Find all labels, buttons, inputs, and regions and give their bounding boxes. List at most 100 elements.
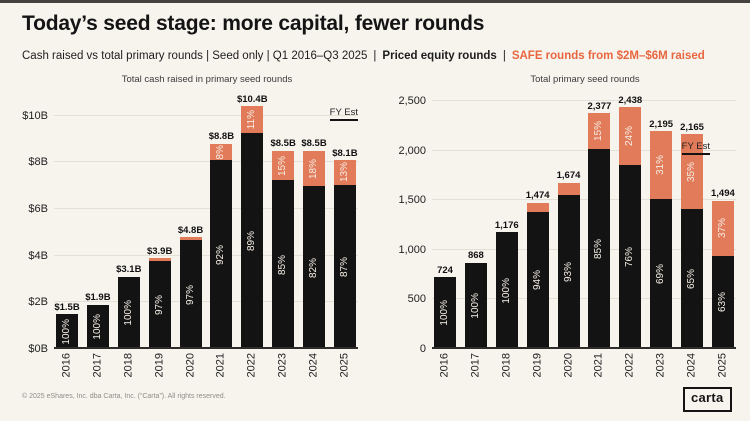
black-segment: 89% [241, 133, 264, 349]
bar-value-label: 1,494 [710, 188, 735, 200]
orange-segment [148, 258, 171, 261]
bar-2016: $1.5B 100% 2016 [54, 97, 80, 378]
bar-value-label: $1.9B [85, 292, 111, 304]
black-segment: 65% [681, 209, 703, 349]
legend-priced-equity: Priced equity rounds [382, 50, 497, 62]
y-axis-tick-label: 500 [407, 293, 426, 306]
bar-value-label: $1.5B [54, 301, 80, 313]
subtitle-separator: | [373, 50, 377, 62]
segment-percent-label: 87% [338, 256, 350, 277]
bar-2017: $1.9B 100% 2017 [85, 97, 111, 377]
y-axis-tick-label: 1,000 [398, 243, 426, 256]
black-segment: 100% [117, 276, 140, 349]
bar-value-label: 868 [467, 250, 484, 262]
segment-percent-label: 92% [215, 244, 227, 265]
plot-area: 724 100% 2016 868 100% 2017 1,176 100% 2018 1,474… [432, 96, 736, 378]
x-axis-label: 2022 [623, 353, 636, 378]
x-axis-label: 2025 [338, 353, 351, 378]
segment-percent-label: 65% [686, 269, 697, 290]
segment-percent-label: 100% [61, 318, 72, 345]
orange-segment: 37% [711, 200, 734, 256]
x-axis-label: 2019 [153, 353, 166, 378]
fy-est-label: FY Est [681, 141, 710, 155]
bar-2021: 2,377 15% 85% 2021 [587, 97, 612, 378]
segment-percent-label: 97% [153, 294, 165, 315]
orange-segment [179, 237, 202, 241]
orange-segment: 18% [303, 150, 325, 187]
segment-percent-label: 11% [246, 110, 258, 130]
segment-percent-label: 24% [624, 126, 636, 147]
black-segment: 97% [148, 260, 171, 349]
bar-2018: 1,176 100% 2018 [494, 97, 519, 378]
x-axis-label: 2023 [276, 353, 289, 378]
black-segment: 92% [210, 160, 233, 349]
round-count-chart: Total primary seed rounds 0 500 1,000 1,500… [386, 74, 738, 390]
orange-segment [526, 202, 549, 212]
x-axis-label: 2024 [307, 353, 320, 378]
segment-percent-label: 97% [184, 284, 196, 305]
orange-segment: 24% [619, 107, 642, 166]
segment-percent-label: 8% [215, 144, 227, 160]
bar-2023: 2,195 31% 69% 2023 [649, 97, 673, 378]
x-axis-label: 2017 [469, 353, 482, 378]
segment-percent-label: 69% [655, 263, 667, 284]
segment-percent-label: 76% [624, 247, 636, 268]
x-axis-baseline [432, 347, 736, 349]
y-axis-tick-label: $6B [28, 203, 48, 215]
black-segment: 97% [179, 240, 202, 349]
page-title: Today’s seed stage: more capital, fewer … [22, 12, 485, 35]
bar-value-label: $8.5B [270, 138, 296, 150]
y-axis: 0 500 1,000 1,500 2,000 2,500 [386, 95, 426, 355]
bar-value-label: 2,165 [680, 121, 704, 133]
orange-segment: 31% [650, 131, 673, 199]
subtitle: Cash raised vs total primary rounds | Se… [22, 50, 705, 62]
subtitle-separator: | [502, 50, 506, 62]
window-top-edge [0, 0, 750, 3]
gridline [54, 301, 358, 303]
bar-2023: $8.5B 15% 85% 2023 [270, 97, 296, 377]
gridline [432, 199, 736, 201]
y-axis-tick-label: $4B [28, 249, 48, 262]
black-segment: 85% [272, 180, 295, 349]
bar-value-label: 2,377 [587, 100, 612, 112]
gridline [432, 248, 736, 250]
plot-area: $1.5B 100% 2016 $1.9B 100% 2017 $3.1B 100% 2018 $… [54, 93, 358, 378]
orange-segment [557, 182, 580, 195]
black-segment: 93% [557, 194, 580, 349]
y-axis-tick-label: 0 [419, 343, 426, 355]
bar-value-label: $4.8B [177, 224, 204, 236]
gridline [54, 161, 358, 163]
black-segment: 94% [526, 211, 549, 349]
y-axis: $0B $2B $4B $6B $8B $10B [8, 97, 48, 355]
bar-value-label: $3.9B [146, 245, 173, 257]
y-axis-tick-label: $10B [22, 109, 48, 122]
bar-value-label: $3.1B [116, 264, 142, 276]
bar-value-label: 1,474 [525, 190, 550, 202]
segment-percent-label: 100% [122, 300, 134, 326]
segment-percent-label: 82% [308, 257, 319, 278]
black-segment: 69% [650, 198, 673, 349]
gridline [432, 149, 736, 151]
bar-value-label: 1,176 [494, 219, 519, 231]
x-axis-label: 2018 [122, 353, 135, 378]
bar-value-label: $10.4B [236, 93, 268, 105]
bar-2025: 1,494 37% 63% 2025 [710, 97, 735, 377]
y-axis-tick-label: 2,000 [398, 144, 426, 157]
y-axis-tick-label: $2B [28, 296, 48, 309]
segment-percent-label: 15% [277, 155, 289, 176]
segment-percent-label: 85% [593, 238, 605, 259]
bars: 724 100% 2016 868 100% 2017 1,176 100% 2018 1,474… [432, 96, 736, 378]
bar-2021: $8.8B 8% 92% 2021 [209, 97, 234, 377]
segment-percent-label: 31% [655, 154, 667, 175]
copyright-note: © 2025 eShares, Inc. dba Carta, Inc. (“C… [22, 393, 226, 400]
gridline [432, 99, 736, 101]
x-axis-label: 2024 [685, 353, 698, 378]
black-segment: 85% [588, 148, 611, 349]
black-segment: 100% [86, 304, 109, 349]
bar-2024: 2,165 35% 65% 2024 [680, 97, 704, 378]
x-axis-label: 2025 [716, 353, 729, 378]
bar-2020: 1,674 93% 2020 [557, 97, 581, 377]
x-axis-label: 2017 [91, 353, 104, 378]
bar-2019: $3.9B 97% 2019 [146, 97, 173, 378]
y-axis-tick-label: $0B [28, 343, 48, 355]
